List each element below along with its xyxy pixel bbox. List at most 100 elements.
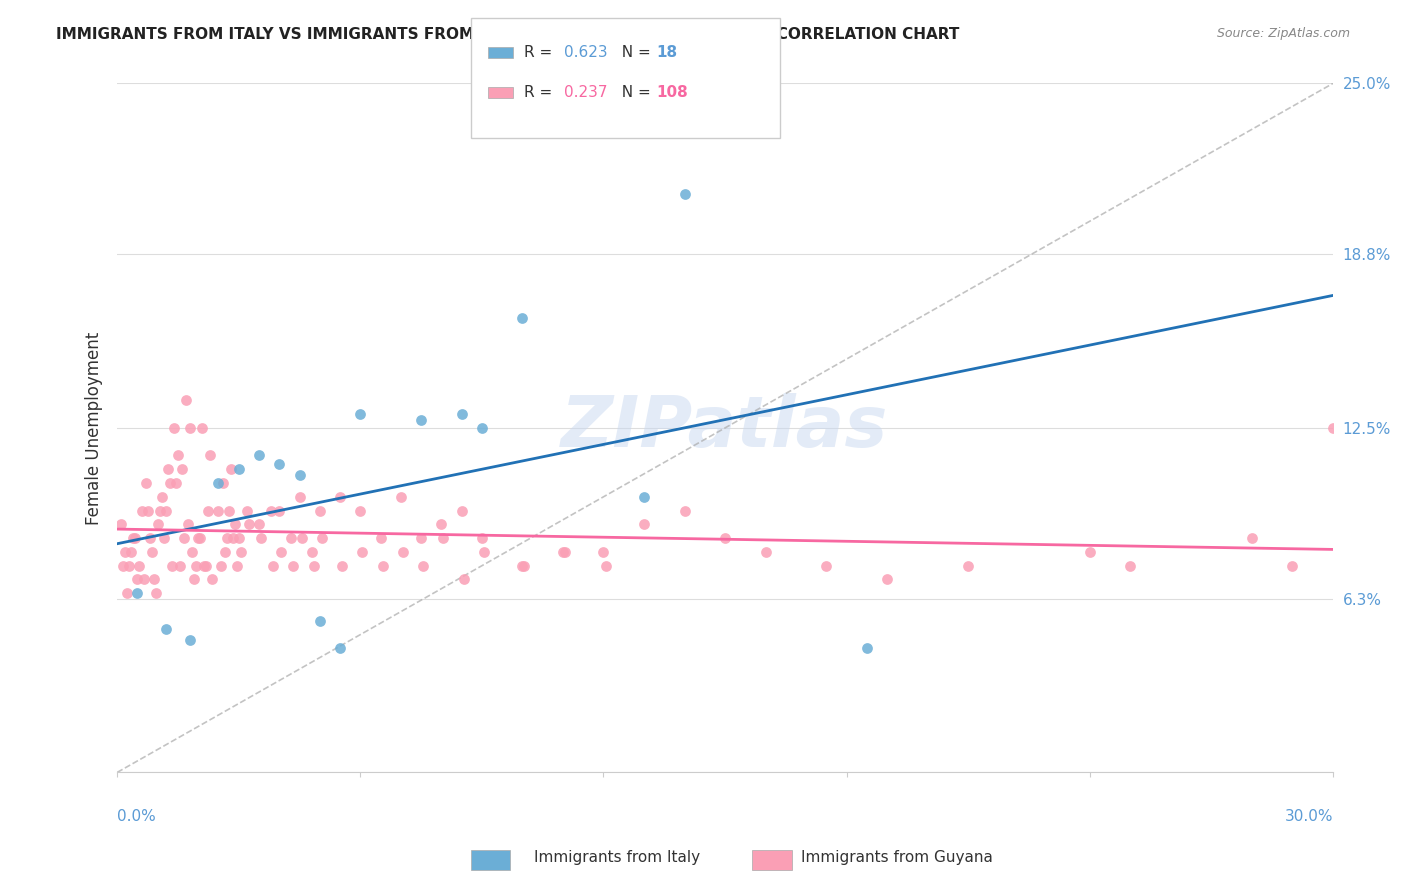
Point [247, 449, 270, 463]
Point [301, 545, 323, 559]
Point [755, 545, 778, 559]
Point [554, 545, 576, 559]
Point [411, 412, 433, 426]
Point [188, 531, 211, 545]
Point [207, 503, 229, 517]
Point [815, 558, 838, 573]
Point [450, 503, 472, 517]
Point [122, 531, 145, 545]
Point [512, 310, 534, 325]
Text: ZIPatlas: ZIPatlas [561, 393, 889, 462]
Point [262, 558, 284, 573]
Text: 108: 108 [657, 85, 689, 100]
Point [179, 633, 201, 648]
Point [308, 503, 330, 517]
Point [131, 503, 153, 517]
Point [186, 558, 208, 573]
Point [191, 421, 214, 435]
Y-axis label: Female Unemployment: Female Unemployment [86, 331, 103, 524]
Point [195, 558, 218, 573]
Point [181, 545, 204, 559]
Point [714, 531, 737, 545]
Point [132, 573, 155, 587]
Point [127, 586, 149, 600]
Point [135, 476, 157, 491]
Point [155, 503, 177, 517]
Point [280, 531, 302, 545]
Text: Source: ZipAtlas.com: Source: ZipAtlas.com [1216, 27, 1350, 40]
Text: 0.237: 0.237 [564, 85, 607, 100]
Point [1119, 558, 1142, 573]
Point [270, 545, 292, 559]
Point [138, 531, 160, 545]
Point [595, 558, 617, 573]
Point [633, 517, 655, 532]
Point [214, 545, 236, 559]
Point [290, 531, 312, 545]
Point [183, 573, 205, 587]
Point [411, 531, 433, 545]
Point [174, 393, 197, 408]
Point [283, 558, 305, 573]
Point [165, 476, 187, 491]
Point [392, 545, 415, 559]
Point [228, 462, 250, 476]
Point [430, 517, 453, 532]
Point [152, 531, 174, 545]
Point [269, 457, 291, 471]
Point [146, 517, 169, 532]
Point [136, 503, 159, 517]
Text: N =: N = [612, 45, 655, 60]
Point [856, 641, 879, 656]
Point [218, 503, 240, 517]
Point [127, 573, 149, 587]
Text: Immigrants from Guyana: Immigrants from Guyana [801, 850, 993, 865]
Point [201, 573, 224, 587]
Point [311, 531, 333, 545]
Point [512, 558, 534, 573]
Point [238, 517, 260, 532]
Point [150, 490, 173, 504]
Point [145, 586, 167, 600]
Point [197, 503, 219, 517]
Point [1322, 421, 1344, 435]
Point [225, 558, 247, 573]
Point [957, 558, 980, 573]
Point [260, 503, 283, 517]
Point [112, 558, 135, 573]
Point [349, 407, 371, 421]
Point [471, 421, 494, 435]
Point [329, 641, 352, 656]
Text: 18: 18 [657, 45, 678, 60]
Point [472, 545, 495, 559]
Text: R =: R = [524, 45, 558, 60]
Point [288, 490, 311, 504]
Point [124, 531, 146, 545]
Point [177, 517, 200, 532]
Point [149, 503, 172, 517]
Text: Immigrants from Italy: Immigrants from Italy [534, 850, 700, 865]
Point [209, 558, 232, 573]
Point [1240, 531, 1263, 545]
Point [219, 462, 242, 476]
Point [247, 517, 270, 532]
Point [229, 545, 252, 559]
Text: IMMIGRANTS FROM ITALY VS IMMIGRANTS FROM GUYANA FEMALE UNEMPLOYMENT CORRELATION : IMMIGRANTS FROM ITALY VS IMMIGRANTS FROM… [56, 27, 960, 42]
Point [211, 476, 233, 491]
Point [370, 531, 392, 545]
Point [224, 517, 246, 532]
Point [128, 558, 150, 573]
Point [432, 531, 454, 545]
Point [120, 545, 142, 559]
Point [302, 558, 325, 573]
Point [221, 531, 243, 545]
Point [876, 573, 898, 587]
Point [551, 545, 574, 559]
Point [236, 503, 259, 517]
Point [117, 586, 139, 600]
Text: N =: N = [612, 85, 655, 100]
Point [471, 531, 494, 545]
Point [308, 614, 330, 628]
Point [207, 476, 229, 491]
Point [187, 531, 209, 545]
